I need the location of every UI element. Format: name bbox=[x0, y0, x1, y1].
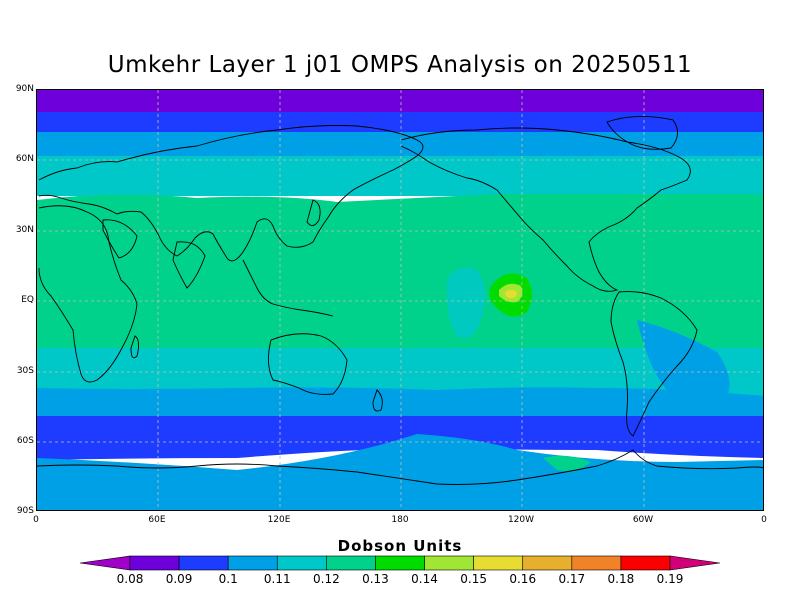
graticule bbox=[37, 90, 763, 510]
lat-label-30s: 30S bbox=[16, 366, 34, 376]
colorbar-swatch bbox=[326, 555, 376, 571]
lon-label-0-east: 0 bbox=[761, 515, 767, 525]
lat-label-60s: 60S bbox=[16, 436, 34, 446]
coast-japan bbox=[306, 199, 321, 226]
colorbar-tick-label: 0.14 bbox=[411, 572, 438, 586]
band-tropics bbox=[37, 193, 763, 353]
map-title: Umkehr Layer 1 j01 OMPS Analysis on 2025… bbox=[107, 52, 693, 78]
colorbar-swatch bbox=[276, 555, 327, 571]
colorbar-tick-label: 0.18 bbox=[607, 572, 635, 586]
colorbar-swatch bbox=[227, 555, 278, 571]
lon-label-60w: 60W bbox=[632, 515, 654, 525]
colorbar-swatch bbox=[424, 555, 474, 571]
coast-antarctica bbox=[37, 449, 763, 485]
colorbar-swatch bbox=[375, 555, 425, 571]
colorbar-tick-label: 0.13 bbox=[362, 572, 389, 586]
coast-australia bbox=[268, 333, 348, 395]
colorbar-tick-label: 0.09 bbox=[165, 572, 193, 586]
colorbar-tick-label: 0.1 bbox=[218, 572, 238, 586]
lon-label-180: 180 bbox=[391, 515, 409, 525]
band-polar-north bbox=[37, 90, 763, 114]
tropical-east-pacific-hotspot-core bbox=[505, 290, 517, 298]
pacific-cyan-bulge bbox=[446, 267, 485, 339]
lat-label-eq: EQ bbox=[21, 295, 34, 305]
colorbar-swatch bbox=[522, 555, 573, 571]
coast-india bbox=[172, 241, 206, 289]
lat-label-90s: 90S bbox=[16, 506, 34, 516]
lat-label-60n: 60N bbox=[15, 154, 34, 164]
lat-label-30n: 30N bbox=[15, 225, 34, 235]
band-south-subtropic bbox=[37, 348, 763, 398]
coast-madagascar bbox=[130, 335, 140, 359]
colorbar-tick-label: 0.17 bbox=[558, 572, 586, 586]
coast-southeast-asia bbox=[242, 259, 334, 317]
colorbar-title: Dobson Units bbox=[337, 537, 463, 555]
colorbar-swatch bbox=[571, 555, 622, 571]
coast-arabia bbox=[102, 219, 138, 259]
colorbar-tick-label: 0.11 bbox=[263, 572, 291, 586]
lon-label-120w: 120W bbox=[507, 515, 535, 525]
colorbar-tick-label: 0.12 bbox=[313, 572, 340, 586]
lon-label-0-west: 0 bbox=[33, 515, 39, 525]
band-south-mid bbox=[37, 387, 763, 420]
band-north-subtropic bbox=[37, 156, 763, 196]
ozone-contour-field bbox=[37, 90, 763, 510]
coast-south-america bbox=[610, 291, 698, 437]
coast-greenland bbox=[606, 115, 678, 150]
lon-label-120e: 120E bbox=[267, 515, 291, 525]
colorbar-swatch bbox=[473, 555, 524, 571]
colorbar-tick-label: 0.15 bbox=[460, 572, 487, 586]
colorbar-tick-label: 0.08 bbox=[116, 572, 144, 586]
band-antarctic bbox=[37, 434, 763, 510]
colorbar-tick-label: 0.16 bbox=[509, 572, 537, 586]
colorbar-left-arrow bbox=[79, 555, 131, 571]
band-north-high bbox=[37, 112, 763, 134]
lat-label-90n: 90N bbox=[15, 84, 34, 94]
coast-europe-asia bbox=[38, 125, 424, 262]
colorbar-swatch bbox=[129, 555, 180, 571]
coast-africa bbox=[38, 205, 138, 383]
colorbar bbox=[79, 555, 721, 571]
coast-new-zealand bbox=[372, 389, 383, 412]
lon-label-60e: 60E bbox=[148, 515, 166, 525]
colorbar-tick-label: 0.19 bbox=[656, 572, 684, 586]
colorbar-swatch bbox=[178, 555, 229, 571]
band-south-high bbox=[37, 416, 763, 460]
south-pacific-green-patch bbox=[543, 455, 591, 471]
ozone-map bbox=[36, 89, 764, 511]
south-america-blue bbox=[637, 320, 730, 400]
coastlines bbox=[37, 115, 763, 485]
colorbar-swatch bbox=[620, 555, 671, 571]
colorbar-right-arrow bbox=[669, 555, 721, 571]
